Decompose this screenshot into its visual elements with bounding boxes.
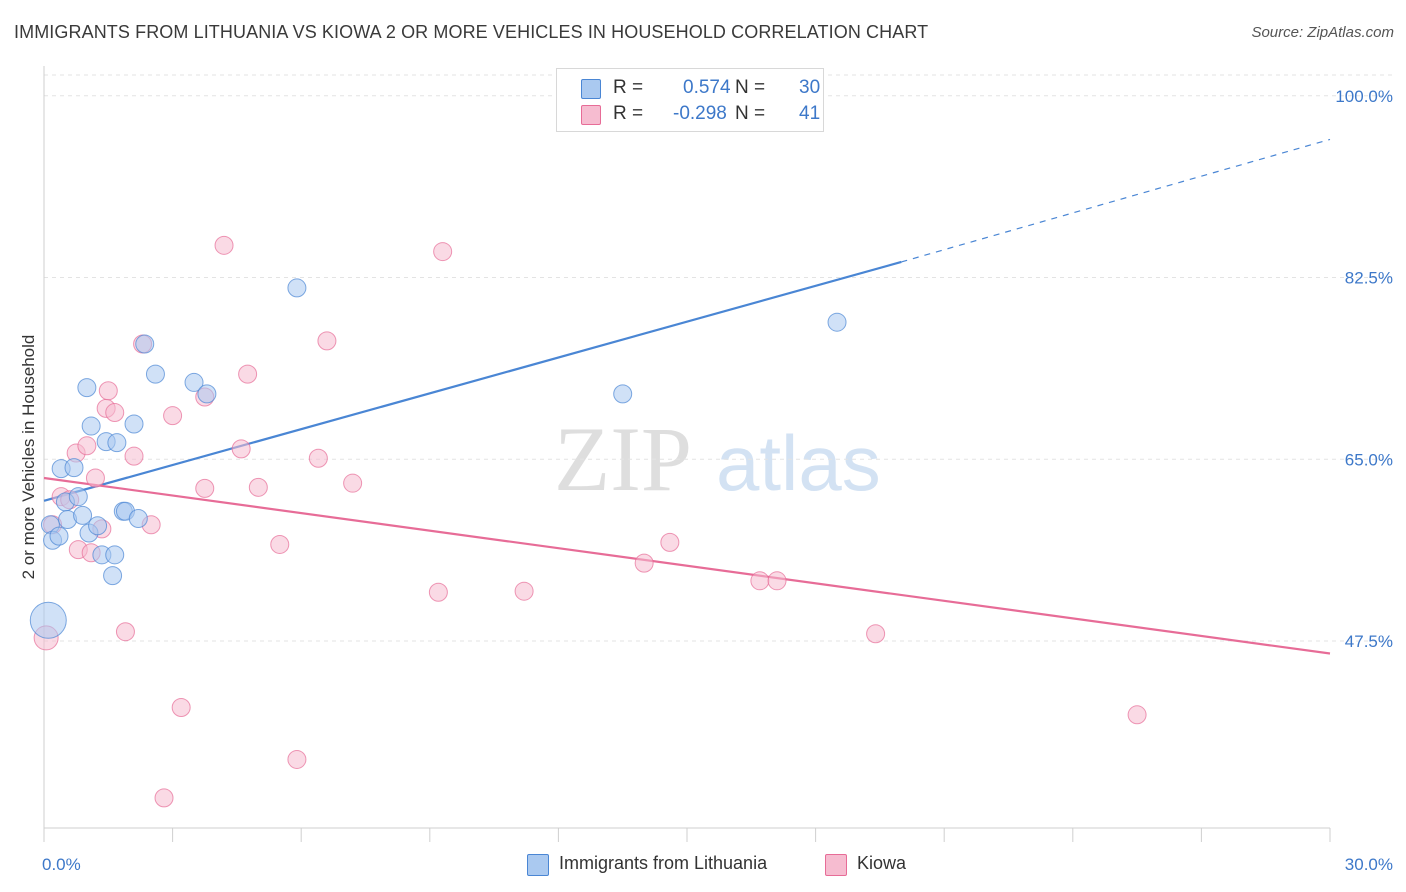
- y-tick-label: 65.0%: [1345, 450, 1393, 469]
- legend-r-label: R =: [613, 103, 644, 124]
- kiowa-point: [115, 622, 135, 642]
- y-tick-label: 82.5%: [1345, 269, 1393, 288]
- legend-n-label: N =: [735, 103, 766, 124]
- legend-swatch-kiowa: [581, 105, 601, 125]
- lithuania-point: [145, 364, 165, 384]
- lithuania-point: [135, 334, 155, 354]
- kiowa-point: [308, 448, 328, 468]
- kiowa-point: [343, 473, 363, 493]
- kiowa-point: [77, 436, 97, 456]
- legend-r-value: -0.298: [673, 103, 727, 124]
- lithuania-point: [105, 545, 125, 565]
- lithuania-point: [68, 487, 88, 507]
- legend-n-value: 41: [799, 103, 821, 124]
- kiowa-point: [214, 235, 234, 255]
- lithuania-point: [77, 378, 97, 398]
- kiowa-point: [171, 698, 191, 718]
- trend-line-lithuania: [43, 260, 902, 502]
- lithuania-point: [103, 566, 123, 586]
- kiowa-point: [98, 381, 118, 401]
- legend-n-value: 30: [799, 77, 821, 98]
- lithuania-point: [613, 384, 633, 404]
- kiowa-point: [433, 242, 453, 262]
- legend-swatch-kiowa: [825, 854, 847, 876]
- legend-r-label: R =: [613, 77, 644, 98]
- kiowa-point: [124, 446, 144, 466]
- kiowa-point: [238, 364, 258, 384]
- kiowa-point: [750, 571, 770, 591]
- lithuania-point: [184, 372, 204, 392]
- lithuania-point: [73, 505, 93, 525]
- kiowa-point: [270, 534, 290, 554]
- lithuania-point: [128, 508, 148, 528]
- lithuania-point: [124, 414, 144, 434]
- legend-n-label: N =: [735, 77, 766, 98]
- lithuania-point: [49, 526, 69, 546]
- y-tick-label: 47.5%: [1345, 632, 1393, 651]
- chart-title: IMMIGRANTS FROM LITHUANIA VS KIOWA 2 OR …: [14, 22, 929, 42]
- lithuania-point: [64, 458, 84, 478]
- trend-line-extension: [901, 138, 1331, 263]
- kiowa-point: [1127, 705, 1147, 725]
- y-axis-title: 2 or more Vehicles in Household: [19, 335, 38, 580]
- data-points: [29, 235, 1147, 808]
- series-legend: Immigrants from Lithuania Kiowa: [0, 852, 1406, 878]
- legend-swatch-lithuania: [527, 854, 549, 876]
- lithuania-point: [827, 312, 847, 332]
- x-tick-label: 30.0%: [1345, 855, 1393, 874]
- kiowa-point: [195, 478, 215, 498]
- watermark-atlas: atlas: [716, 419, 881, 507]
- trend-line-kiowa: [43, 476, 1331, 655]
- kiowa-point: [287, 749, 307, 769]
- trend-lines: [43, 138, 1331, 655]
- kiowa-point: [163, 406, 183, 426]
- y-tick-label: 100.0%: [1335, 87, 1393, 106]
- kiowa-point: [428, 582, 448, 602]
- lithuania-point: [81, 416, 101, 436]
- grid-lines: [44, 74, 1394, 642]
- kiowa-point: [231, 439, 251, 459]
- lithuania-point: [107, 433, 127, 453]
- lithuania-point: [29, 601, 67, 639]
- lithuania-point: [287, 278, 307, 298]
- kiowa-point: [317, 331, 337, 351]
- kiowa-point: [634, 553, 654, 573]
- tick-labels: 47.5% 65.0% 82.5% 100.0% 0.0% 30.0%: [42, 87, 1393, 874]
- source-label: Source: ZipAtlas.com: [1251, 24, 1394, 41]
- lithuania-point: [88, 516, 108, 536]
- lithuania-point: [197, 384, 217, 404]
- legend-r-value: 0.574: [683, 77, 731, 98]
- x-tick-label: 0.0%: [42, 855, 81, 874]
- axes: [43, 66, 1331, 842]
- kiowa-point: [85, 468, 105, 488]
- kiowa-point: [866, 624, 886, 644]
- kiowa-point: [767, 571, 787, 591]
- legend-label-lithuania: Immigrants from Lithuania: [559, 853, 768, 873]
- correlation-legend: R = 0.574 N = 30 R = -0.298 N = 41: [556, 68, 824, 132]
- kiowa-point: [105, 403, 125, 423]
- legend-label-kiowa: Kiowa: [857, 853, 907, 873]
- kiowa-point: [248, 477, 268, 497]
- watermark: ZIP atlas: [554, 408, 881, 510]
- kiowa-point: [660, 532, 680, 552]
- kiowa-point: [514, 581, 534, 601]
- legend-swatch-lithuania: [581, 79, 601, 99]
- kiowa-point: [154, 788, 174, 808]
